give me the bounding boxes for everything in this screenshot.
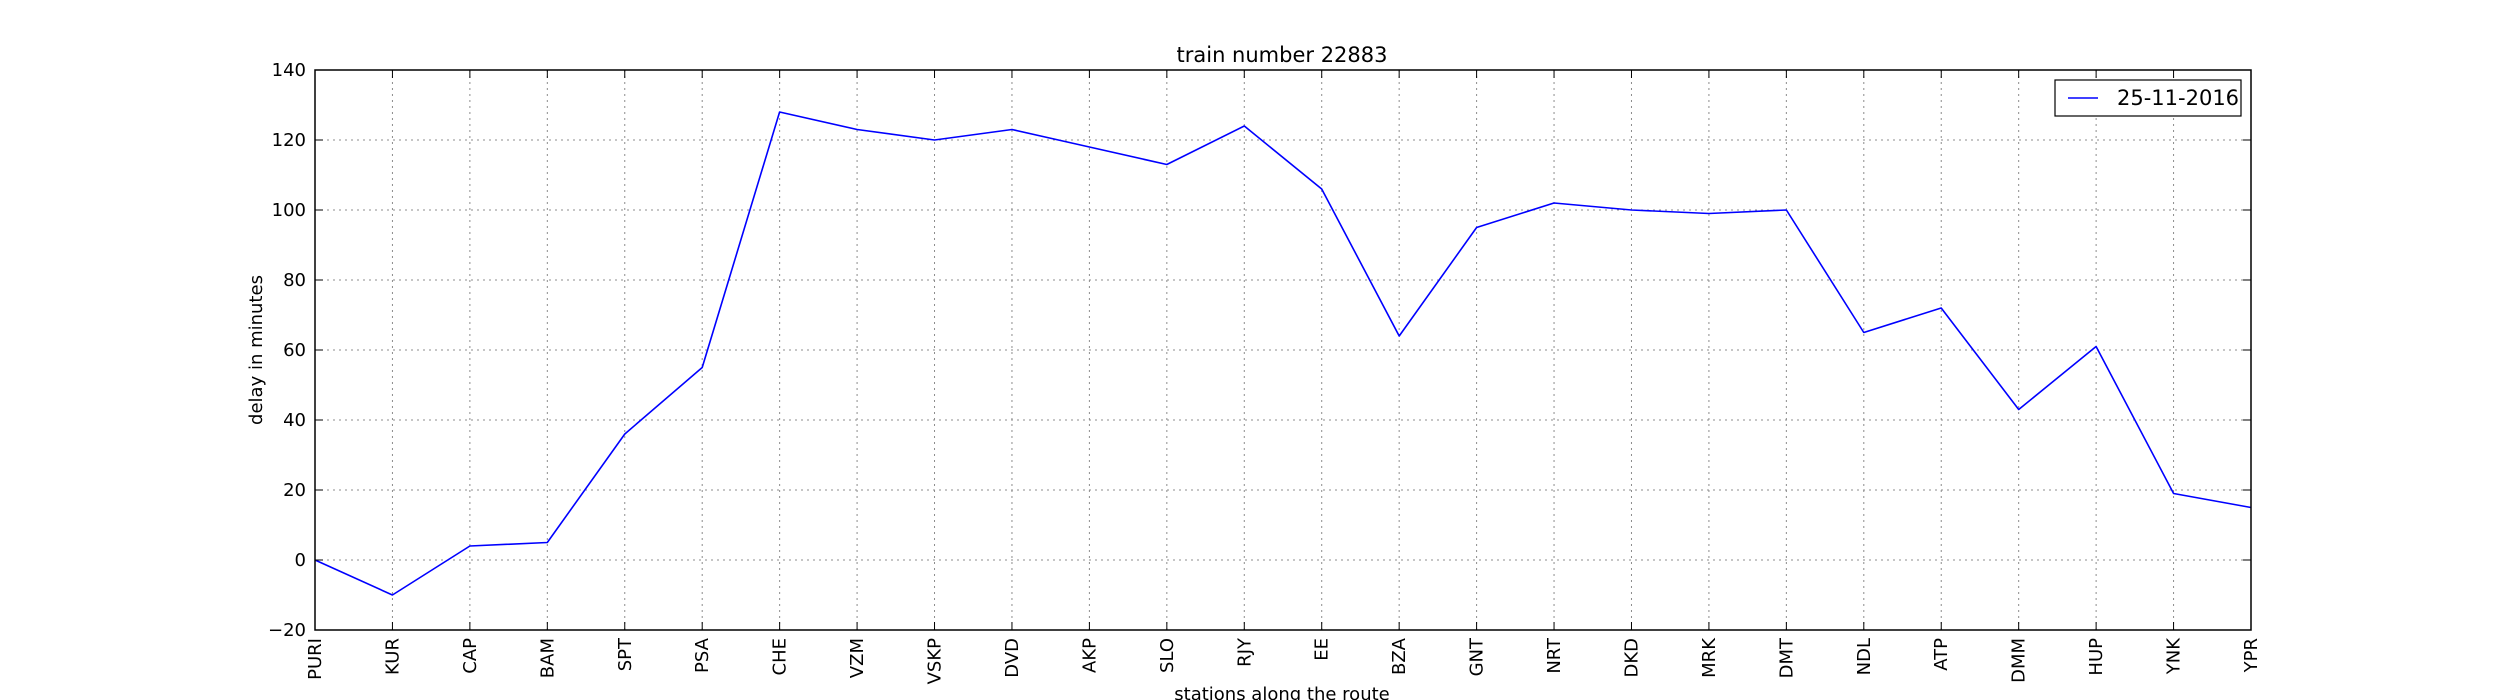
y-tick-label: 140 [272, 60, 306, 81]
x-tick-label: GNT [1467, 637, 1488, 676]
x-tick-label: SPT [615, 637, 636, 671]
y-tick-label: 20 [283, 480, 306, 501]
x-tick-label: VZM [847, 638, 868, 678]
x-tick-label: DMT [1776, 637, 1797, 678]
x-tick-label: CAP [460, 638, 481, 674]
legend: 25-11-2016 [2054, 79, 2242, 117]
legend-label: 25-11-2016 [2117, 86, 2239, 110]
x-tick-label: YNK [2164, 637, 2185, 675]
x-tick-label: SLO [1157, 638, 1178, 673]
x-axis: PURI KUR CAP BAM SPT PSA CHE VZM VSKP DVD AKP SLO RJ… [305, 70, 2262, 684]
x-tick-label: DVD [1002, 638, 1023, 678]
y-tick-label: 40 [283, 410, 306, 431]
x-tick-label: KUR [382, 638, 403, 675]
x-tick-label: NDL [1854, 638, 1875, 675]
x-tick-label: YPR [2241, 638, 2262, 673]
x-tick-label: DKD [1621, 638, 1642, 678]
series-layer [314, 111, 2252, 596]
y-axis: −20 0 20 40 60 80 100 120 140 [268, 60, 2251, 641]
y-tick-label: 60 [283, 340, 306, 361]
series-line [314, 111, 2252, 596]
x-tick-label: EE [1312, 638, 1333, 661]
x-tick-label: MRK [1699, 637, 1720, 678]
x-tick-label: VSKP [925, 638, 946, 685]
x-tick-label: CHE [770, 638, 791, 675]
y-axis-title: delay in minutes [246, 275, 267, 425]
x-tick-label: HUP [2086, 638, 2107, 676]
grid [315, 70, 2251, 630]
y-tick-label: 120 [272, 130, 306, 151]
y-tick-label: 80 [283, 270, 306, 291]
y-tick-label: −20 [268, 620, 306, 641]
x-tick-label: PURI [305, 638, 326, 680]
x-tick-label: ATP [1931, 638, 1952, 671]
x-tick-label: AKP [1079, 638, 1100, 673]
x-axis-title: stations along the route [1174, 684, 1389, 700]
chart-title: train number 22883 [1177, 43, 1388, 67]
y-tick-label: 100 [272, 200, 306, 221]
x-tick-label: NRT [1544, 637, 1565, 674]
x-tick-label: RJY [1234, 637, 1255, 667]
x-tick-label: DMM [2009, 638, 2030, 683]
x-tick-label: BAM [537, 638, 558, 678]
x-tick-label: BZA [1389, 637, 1410, 675]
y-tick-label: 0 [295, 550, 306, 571]
x-tick-label: PSA [692, 637, 713, 673]
legend-box [2054, 79, 2242, 117]
